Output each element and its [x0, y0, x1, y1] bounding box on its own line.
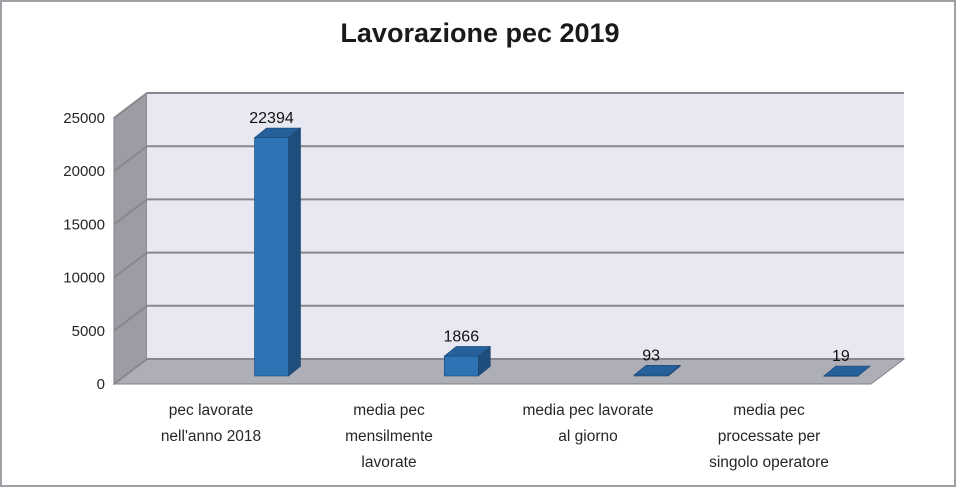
- x-axis-category-label: media pec lavorate al giorno: [523, 402, 654, 445]
- y-axis-tick-label: 10000: [63, 270, 105, 287]
- x-axis-category-label-line: pec lavorate: [169, 402, 253, 419]
- bar-data-label: 22394: [249, 110, 294, 127]
- y-axis-tick-label: 5000: [72, 323, 105, 340]
- bar-front-face: [443, 355, 479, 377]
- bar-data-label: 1866: [444, 328, 480, 345]
- gridline-side-wall: [113, 198, 148, 226]
- plot-floor: [112, 358, 906, 385]
- gridline-side-wall: [113, 251, 148, 279]
- gridline-side-wall: [113, 92, 148, 119]
- x-axis-category-label: media pec processate per singolo operatore: [709, 402, 829, 471]
- x-axis-category-label: pec lavorate nell'anno 2018: [161, 402, 261, 445]
- x-axis-category-label: media pec mensilmente lavorate: [345, 402, 433, 471]
- x-axis-category-label-line: singolo operatore: [709, 454, 829, 471]
- bar-front-face: [254, 137, 289, 377]
- bar-data-label: 19: [832, 348, 850, 365]
- bar-front-face: [823, 375, 859, 377]
- y-axis-tick-label: 15000: [63, 216, 105, 233]
- bar-data-label: 93: [642, 347, 660, 364]
- bar-front-face: [633, 374, 669, 377]
- y-axis-tick-label: 0: [97, 376, 105, 393]
- gridline-side-wall: [113, 145, 148, 172]
- x-axis-category-label-line: media pec: [733, 402, 805, 419]
- bar-side-face: [288, 127, 301, 377]
- x-axis-category-label-line: nell'anno 2018: [161, 428, 261, 445]
- plot-side-wall: [113, 91, 148, 386]
- x-axis-category-label-line: media pec lavorate: [523, 402, 654, 419]
- x-axis-category-label-line: mensilmente: [345, 428, 433, 445]
- y-axis-tick-label: 25000: [63, 110, 105, 127]
- y-axis-tick-label: 20000: [63, 163, 105, 180]
- gridline-side-wall: [113, 305, 148, 332]
- x-axis-category-label-line: media pec: [353, 402, 425, 419]
- x-axis-category-label-line: processate per: [718, 428, 821, 445]
- x-axis-category-label-line: al giorno: [558, 428, 617, 445]
- gridline-side-wall: [113, 358, 148, 385]
- x-axis-category-label-line: lavorate: [361, 454, 416, 471]
- chart-title: Lavorazione pec 2019: [340, 18, 620, 48]
